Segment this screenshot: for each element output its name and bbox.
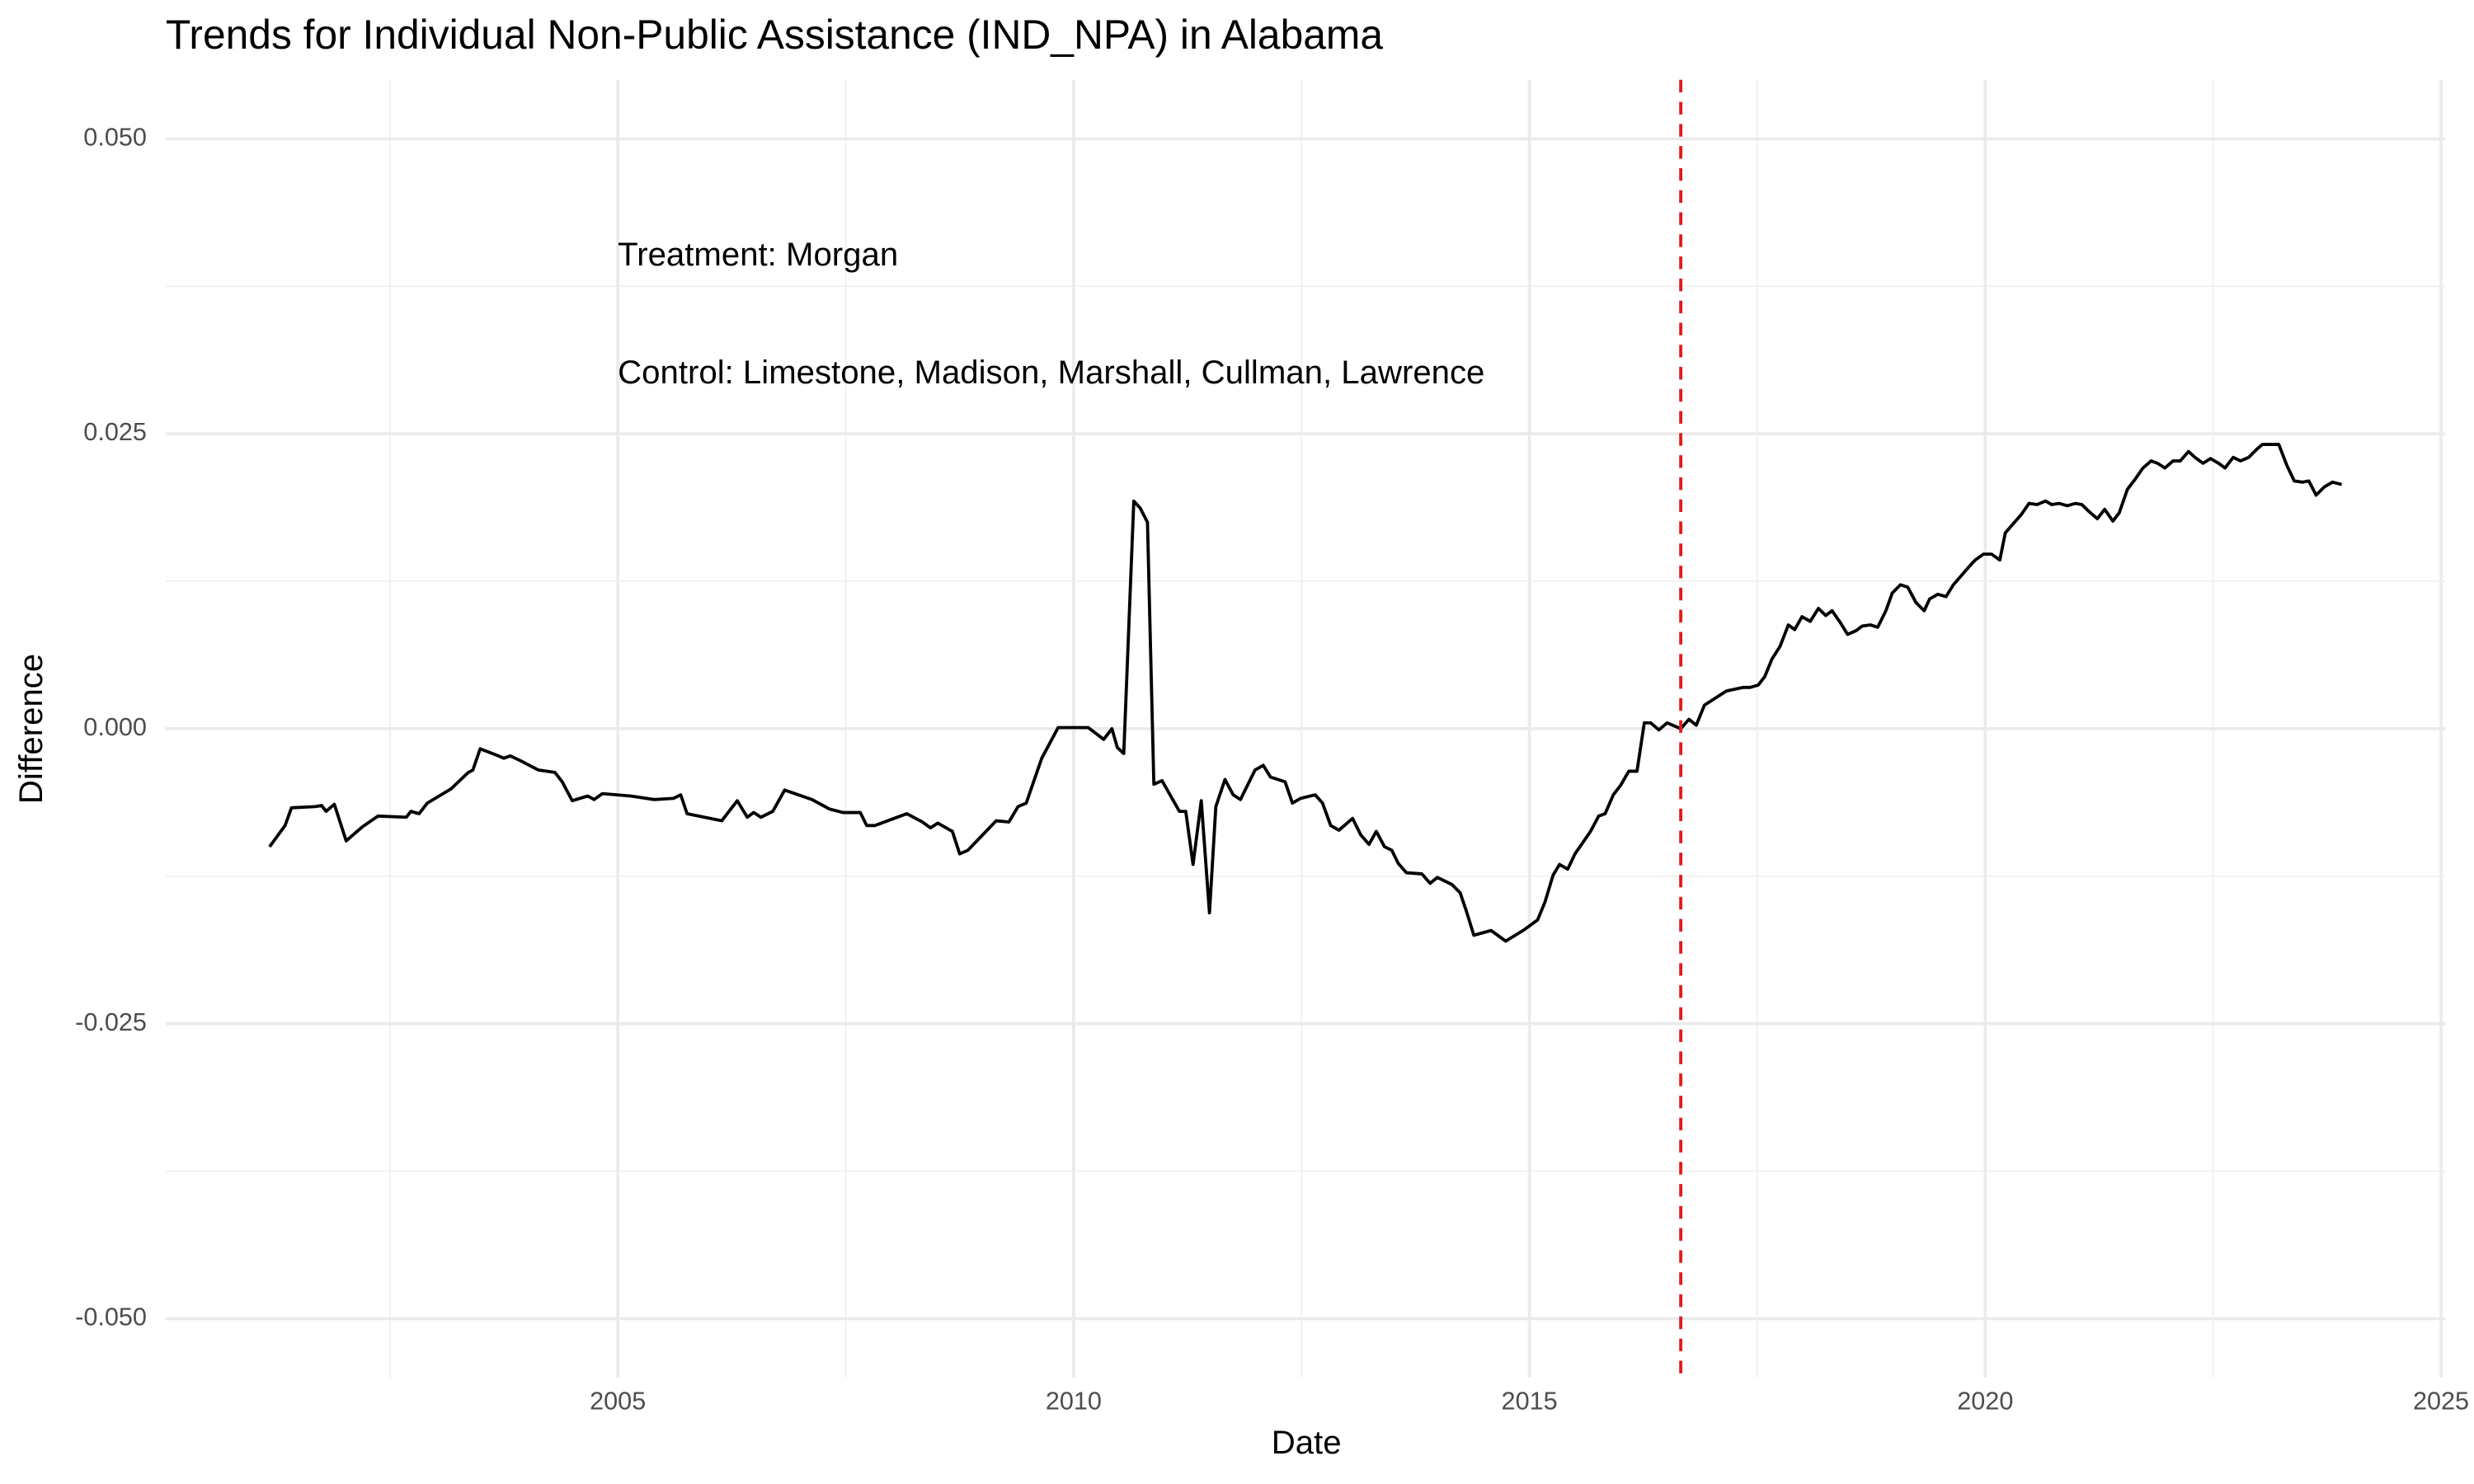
x-tick-label: 2025 bbox=[2413, 1388, 2469, 1416]
data-line bbox=[268, 443, 2343, 943]
y-tick-label: 0.050 bbox=[83, 123, 147, 151]
y-axis-title: Difference bbox=[12, 654, 49, 804]
grid bbox=[165, 79, 2446, 1378]
y-tick-label: 0.025 bbox=[83, 418, 147, 446]
x-tick-label: 2010 bbox=[1046, 1388, 1102, 1416]
x-tick-label: 2015 bbox=[1502, 1388, 1558, 1416]
x-tick-label: 2020 bbox=[1957, 1388, 2013, 1416]
x-axis-title: Date bbox=[1272, 1424, 1342, 1461]
x-tick-label: 2005 bbox=[590, 1388, 646, 1416]
annotation: Control: Limestone, Madison, Marshall, C… bbox=[618, 354, 1484, 391]
y-tick-label: 0.000 bbox=[83, 713, 147, 741]
y-tick-label: -0.025 bbox=[75, 1008, 147, 1036]
annotation: Treatment: Morgan bbox=[618, 236, 898, 273]
y-tick-label: -0.050 bbox=[75, 1303, 147, 1331]
chart-title: Trends for Individual Non-Public Assista… bbox=[166, 12, 1383, 58]
